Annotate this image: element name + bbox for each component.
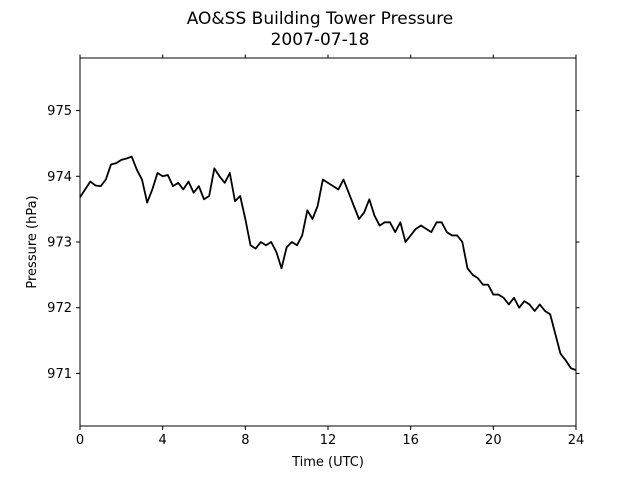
chart-title: AO&SS Building Tower Pressure xyxy=(187,9,454,29)
y-tick-label: 971 xyxy=(47,367,72,382)
y-axis-label: Pressure (hPa) xyxy=(25,195,40,288)
x-tick-label: 16 xyxy=(402,433,419,448)
x-axis-ticks: 0 4 8 12 16 20 24 xyxy=(76,54,585,448)
x-tick-label: 4 xyxy=(159,433,167,448)
y-tick-label: 972 xyxy=(47,301,72,316)
x-tick-label: 20 xyxy=(485,433,502,448)
x-tick-label: 0 xyxy=(76,433,84,448)
pressure-series-line xyxy=(79,155,577,371)
x-tick-label: 12 xyxy=(320,433,337,448)
y-tick-label: 975 xyxy=(47,104,72,119)
y-tick-label: 974 xyxy=(47,170,72,185)
x-axis-label: Time (UTC) xyxy=(291,455,364,470)
y-tick-label: 973 xyxy=(47,236,72,251)
plot-line-group xyxy=(79,155,577,371)
y-axis-ticks: 971 972 973 974 975 xyxy=(47,104,580,382)
x-tick-label: 24 xyxy=(568,433,585,448)
x-tick-label: 8 xyxy=(241,433,249,448)
chart-subtitle: 2007-07-18 xyxy=(271,30,370,50)
